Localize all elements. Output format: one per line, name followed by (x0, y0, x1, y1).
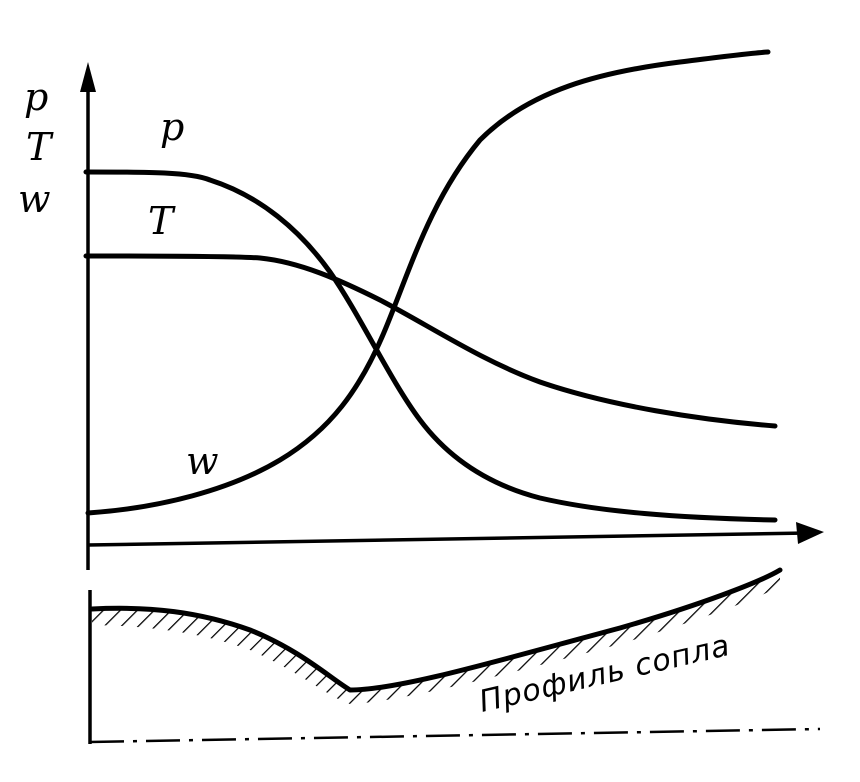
curve-label-w: w (186, 439, 219, 483)
y-axis-label-T: T (26, 125, 54, 169)
curve-label-p: p (160, 105, 184, 149)
x-axis-arrow (796, 522, 824, 544)
y-axis-arrow (80, 62, 96, 92)
nozzle-profile-panel: Профиль сопла (88, 567, 821, 744)
x-axis (87, 531, 809, 547)
nozzle-wall-contour (89, 567, 783, 693)
curve-T (83, 253, 778, 429)
y-axis-label-w: w (18, 177, 51, 221)
y-axis-label-p: p (24, 75, 48, 119)
curve-w (85, 49, 771, 516)
main-axes (80, 62, 824, 570)
curve-p (83, 169, 778, 523)
curve-label-T: T (148, 199, 176, 243)
nozzle-centerline (89, 727, 821, 744)
